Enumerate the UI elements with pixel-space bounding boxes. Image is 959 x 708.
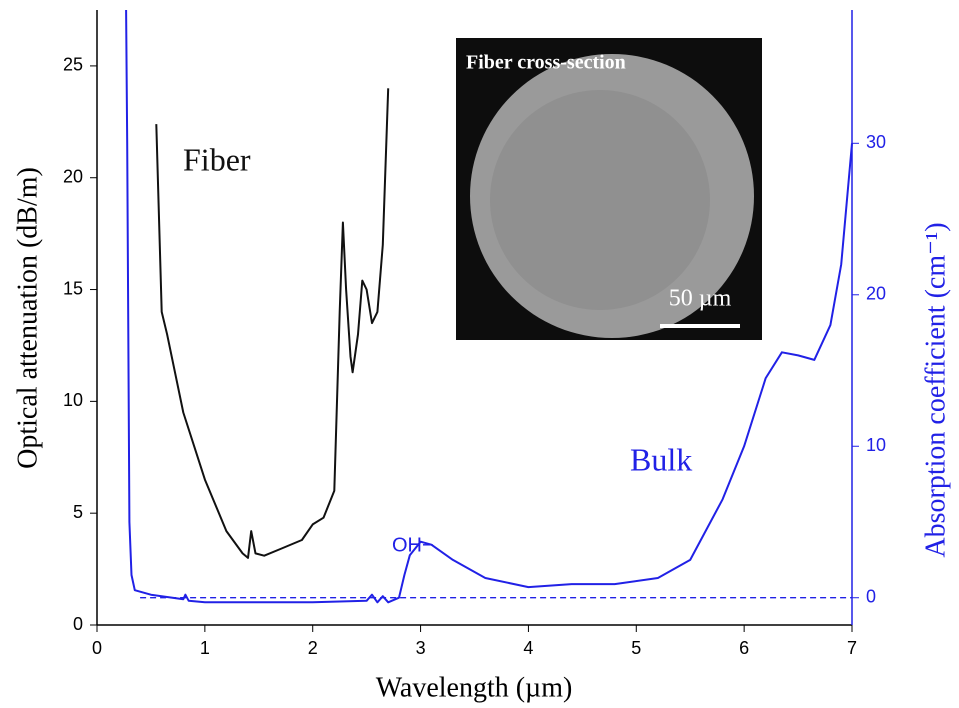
annotation: Fiber [183,141,251,177]
annotation: OH− [392,534,434,556]
inset: Fiber cross-section 50 µm [456,38,762,340]
x-axis-title: Wavelength (µm) [376,672,573,703]
series-line [155,88,390,559]
x-tick-label: 6 [739,638,749,658]
x-tick-label: 0 [92,638,102,658]
scale-bar-label: 50 µm [669,286,732,312]
inset-title: Fiber cross-section [466,52,626,74]
y-tick-label: 15 [63,278,83,298]
y-tick-label: 0 [73,614,83,634]
x-tick-label: 3 [416,638,426,658]
x-tick-label: 5 [631,638,641,658]
y2-axis-title: Absorption coefficient (cm⁻¹) [920,222,951,557]
y-axis-title: Optical attenuation (dB/m) [12,167,43,469]
y2-tick-label: 0 [866,586,876,606]
y-tick-label: 5 [73,502,83,522]
x-tick-label: 4 [523,638,533,658]
annotation: Bulk [630,441,692,477]
fiber-core-shade [490,90,710,310]
y-tick-label: 25 [63,55,83,75]
y2-tick-label: 10 [866,435,886,455]
x-tick-label: 7 [847,638,857,658]
x-tick-label: 2 [308,638,318,658]
y-tick-label: 10 [63,390,83,410]
x-tick-label: 1 [200,638,210,658]
y2-tick-label: 30 [866,132,886,152]
y-tick-label: 20 [63,166,83,186]
series-line [125,9,853,604]
y2-tick-label: 20 [866,284,886,304]
